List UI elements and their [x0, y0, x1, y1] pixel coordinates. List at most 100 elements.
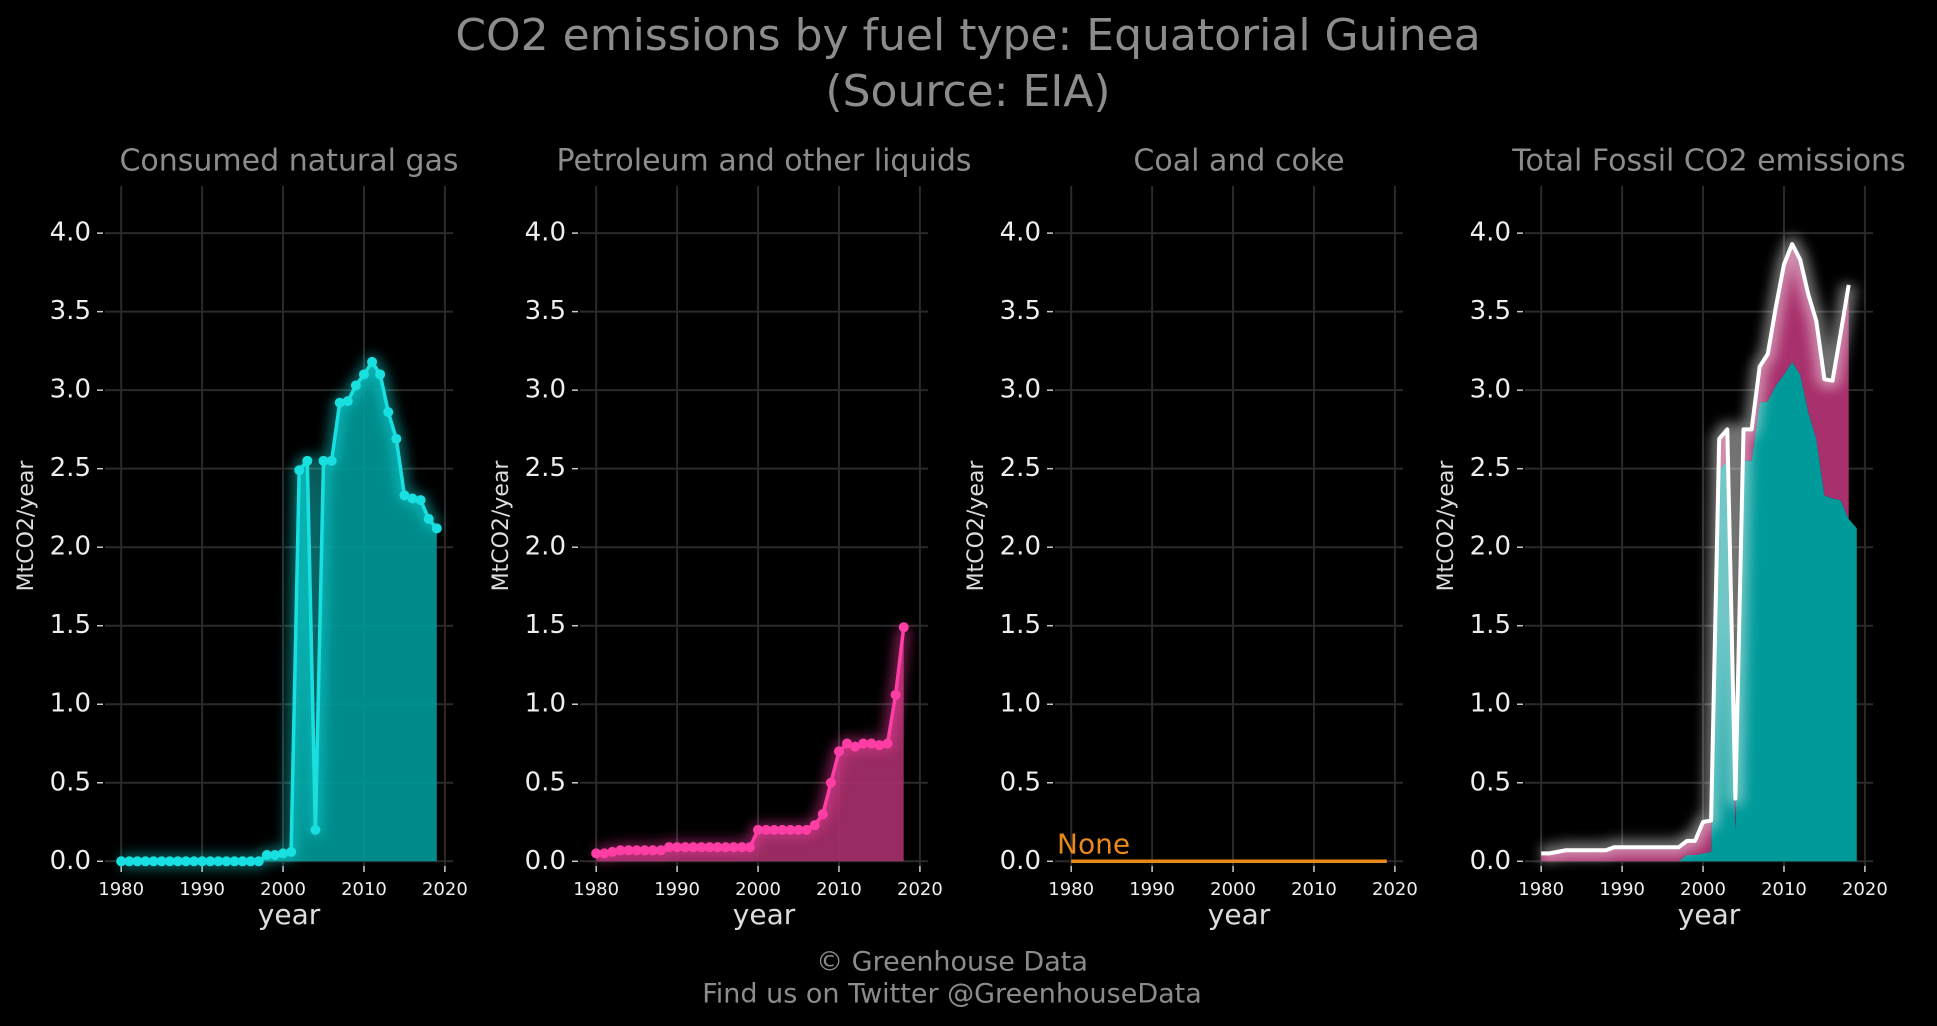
- panel-title: Total Fossil CO2 emissions: [1511, 144, 1905, 179]
- marker: [890, 689, 901, 700]
- marker: [728, 842, 739, 853]
- marker: [261, 850, 272, 861]
- x-tick-label: 1990: [179, 879, 225, 900]
- panel: Total Fossil CO2 emissions year MtCO2/year…: [1434, 144, 1906, 932]
- y-tick-label: 3.0: [50, 375, 91, 405]
- marker: [712, 842, 723, 853]
- marker: [286, 846, 297, 857]
- marker: [180, 856, 191, 867]
- marker: [753, 824, 764, 835]
- y-tick-label: 0.5: [1470, 767, 1511, 797]
- marker: [367, 356, 378, 367]
- y-tick-label: 1.5: [1470, 610, 1511, 640]
- marker: [655, 845, 666, 856]
- y-axis-label: MtCO2/year: [489, 460, 514, 592]
- marker: [294, 465, 305, 476]
- marker: [269, 850, 280, 861]
- y-tick-label: 4.0: [50, 218, 91, 248]
- marker: [720, 842, 731, 853]
- marker: [205, 856, 216, 867]
- marker: [647, 845, 658, 856]
- marker: [744, 842, 755, 853]
- y-axis-label: MtCO2/year: [14, 460, 39, 592]
- x-tick-label: 1990: [1129, 879, 1175, 900]
- marker: [310, 824, 321, 835]
- x-tick-label: 2000: [735, 879, 781, 900]
- y-tick-label: 0.0: [1000, 846, 1041, 876]
- marker: [375, 369, 386, 380]
- marker: [801, 824, 812, 835]
- y-tick-label: 1.5: [1000, 610, 1041, 640]
- x-tick-label: 2000: [260, 879, 306, 900]
- y-tick-label: 3.0: [1470, 375, 1511, 405]
- marker: [793, 824, 804, 835]
- y-tick-label: 4.0: [1000, 218, 1041, 248]
- marker: [591, 848, 602, 859]
- marker: [391, 433, 402, 444]
- panel-title: Coal and coke: [1133, 144, 1344, 179]
- panel-title: Petroleum and other liquids: [556, 144, 971, 179]
- marker: [318, 455, 329, 466]
- marker: [245, 856, 256, 867]
- y-tick-label: 2.0: [525, 532, 566, 562]
- marker: [116, 856, 127, 867]
- figure-subtitle: (Source: EIA): [825, 66, 1110, 117]
- y-tick-label: 2.5: [1470, 453, 1511, 483]
- marker: [615, 845, 626, 856]
- marker: [407, 493, 418, 504]
- marker: [415, 495, 426, 506]
- y-tick-label: 1.5: [50, 610, 91, 640]
- x-tick-label: 2020: [897, 879, 943, 900]
- marker: [623, 845, 634, 856]
- panel: Petroleum and other liquids year MtCO2/yea…: [489, 144, 972, 932]
- y-tick-label: 3.5: [525, 296, 566, 326]
- stacked-area: [1541, 361, 1857, 862]
- x-tick-label: 2020: [1842, 879, 1888, 900]
- marker: [607, 846, 618, 857]
- y-tick-label: 2.0: [1000, 532, 1041, 562]
- y-tick-label: 3.5: [50, 296, 91, 326]
- footer-credit: © Greenhouse Data: [816, 947, 1088, 978]
- marker: [140, 856, 151, 867]
- marker: [383, 407, 394, 418]
- x-axis-label: year: [1208, 898, 1271, 931]
- y-axis-label: MtCO2/year: [1434, 460, 1459, 592]
- y-tick-label: 2.5: [1000, 453, 1041, 483]
- marker: [785, 824, 796, 835]
- marker: [431, 523, 442, 534]
- area: [121, 361, 437, 862]
- marker: [172, 856, 183, 867]
- marker: [850, 741, 861, 752]
- panel: Coal and coke year MtCO2/year 1980 1990 2000 2…: [964, 144, 1418, 932]
- marker: [237, 856, 248, 867]
- y-tick-label: 3.5: [1000, 296, 1041, 326]
- marker: [858, 738, 869, 749]
- marker: [688, 842, 699, 853]
- x-tick-label: 2010: [341, 879, 387, 900]
- marker: [229, 856, 240, 867]
- marker: [342, 396, 353, 407]
- x-tick-label: 1980: [1518, 879, 1564, 900]
- marker: [777, 824, 788, 835]
- x-tick-label: 2010: [816, 879, 862, 900]
- marker: [769, 824, 780, 835]
- marker: [825, 777, 836, 788]
- marker: [874, 740, 885, 751]
- figure-title: CO2 emissions by fuel type: Equatorial G…: [455, 10, 1480, 61]
- marker: [833, 746, 844, 757]
- y-tick-label: 0.5: [1000, 767, 1041, 797]
- y-tick-label: 1.0: [1470, 689, 1511, 719]
- x-axis-label: year: [733, 898, 796, 931]
- marker: [326, 455, 337, 466]
- x-axis-label: year: [1678, 898, 1741, 931]
- marker: [809, 820, 820, 831]
- y-axis-label: MtCO2/year: [964, 460, 989, 592]
- x-axis-label: year: [258, 898, 321, 931]
- marker: [334, 397, 345, 408]
- marker: [124, 856, 135, 867]
- x-tick-label: 1990: [654, 879, 700, 900]
- marker: [898, 622, 909, 633]
- x-tick-label: 1980: [1048, 879, 1094, 900]
- x-tick-label: 2000: [1680, 879, 1726, 900]
